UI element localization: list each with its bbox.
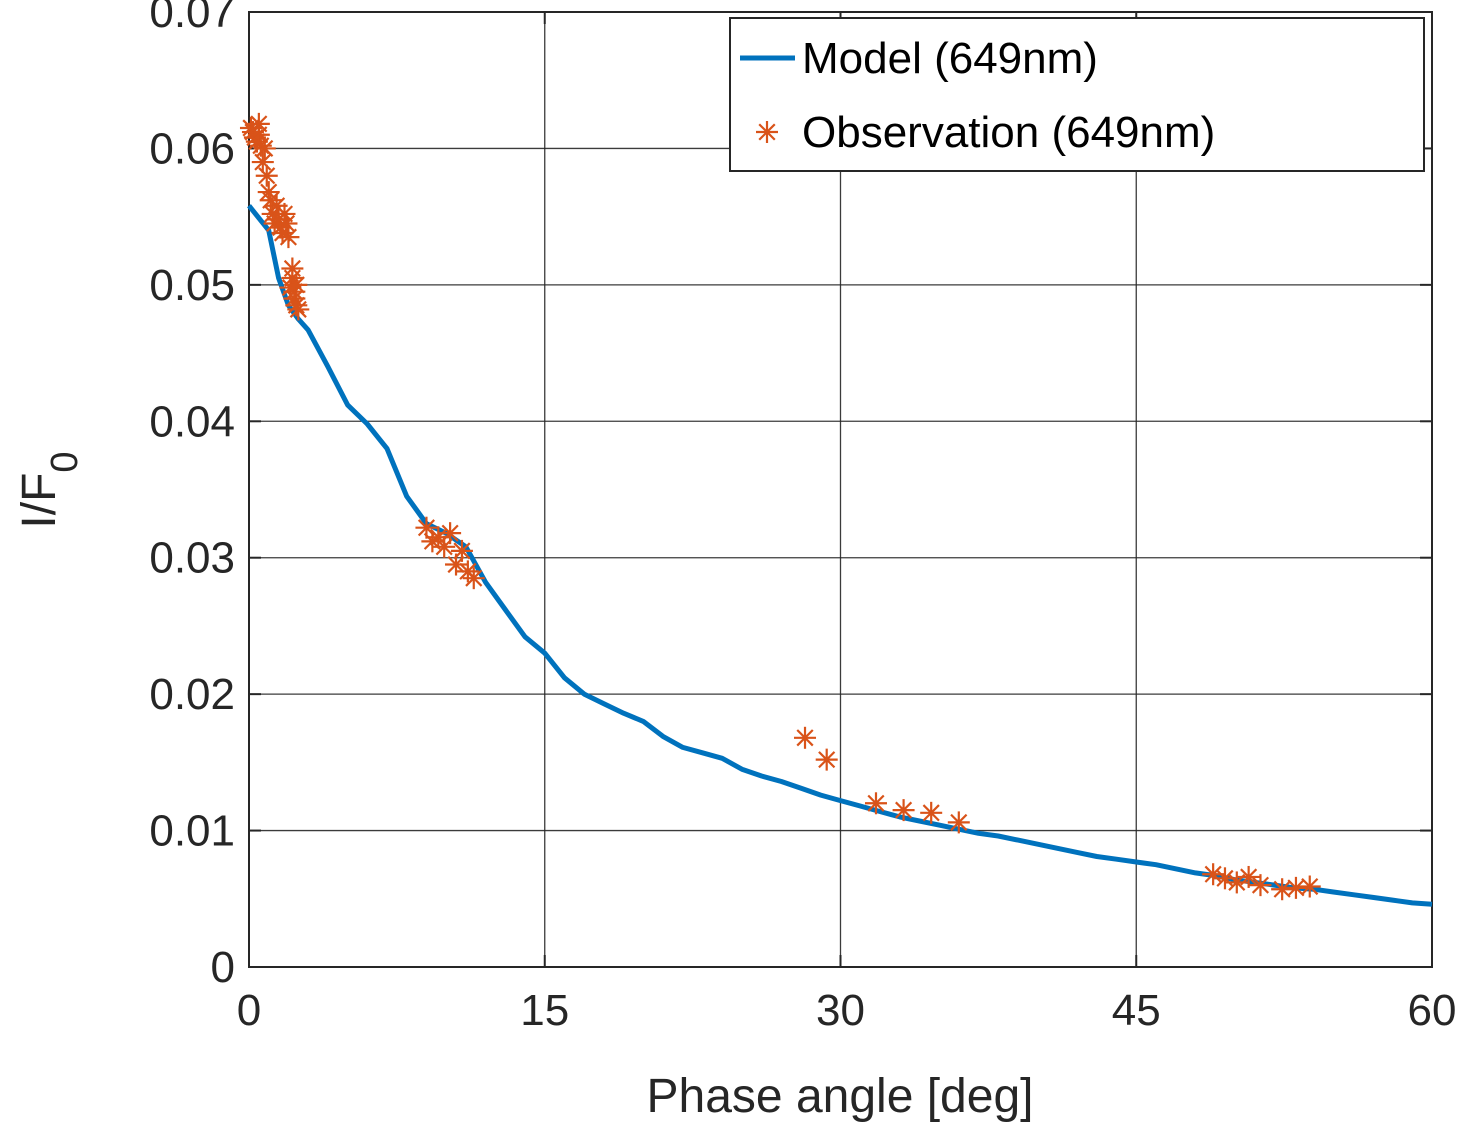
legend-observation-marker	[756, 121, 778, 143]
y-tick-labels: 0 0.01 0.02 0.03 0.04 0.05 0.06 0.07	[149, 0, 235, 992]
observation-point	[277, 226, 300, 249]
observation-point	[892, 799, 915, 822]
observation-point	[255, 164, 278, 187]
x-axis-label: Phase angle [deg]	[647, 1070, 1034, 1122]
svg-text:I/F0: I/F0	[13, 451, 86, 528]
data-series	[239, 112, 1433, 907]
observation-point	[1284, 876, 1307, 899]
x-tick-label: 45	[1112, 986, 1161, 1035]
legend-observation-asterisk	[756, 121, 778, 143]
y-tick-label: 0.03	[149, 534, 235, 583]
observation-point	[281, 257, 304, 280]
observation-point	[285, 294, 308, 317]
y-tick-label: 0.05	[149, 261, 235, 310]
y-tick-label: 0.02	[149, 670, 235, 719]
legend-model-label: Model (649nm)	[802, 34, 1098, 83]
y-axis-label-main: I/F	[13, 473, 66, 529]
observation-point	[439, 522, 462, 545]
x-tick-label: 60	[1408, 986, 1457, 1035]
observation-point	[920, 801, 943, 824]
observation-point	[257, 181, 280, 204]
y-tick-label: 0.07	[149, 0, 235, 37]
y-tick-label: 0	[211, 943, 235, 992]
observation-point	[1298, 875, 1321, 898]
legend-box	[729, 17, 1425, 172]
y-tick-label: 0.06	[149, 124, 235, 173]
observation-point	[253, 137, 276, 160]
observation-point	[864, 792, 887, 815]
x-tick-labels: 0 15 30 45 60	[237, 986, 1457, 1035]
legend-observation-label: Observation (649nm)	[802, 108, 1215, 157]
observation-point	[794, 726, 817, 749]
observation-point	[450, 539, 473, 562]
observation-point	[285, 273, 308, 296]
y-axis-label: I/F0	[13, 451, 86, 528]
observation-point	[1249, 874, 1272, 897]
legend: Model (649nm) Observation (649nm)	[729, 17, 1425, 172]
observation-point	[287, 298, 310, 321]
observation-point	[947, 811, 970, 834]
x-tick-label: 0	[237, 986, 261, 1035]
x-tick-label: 15	[520, 986, 569, 1035]
y-tick-label: 0.01	[149, 807, 235, 856]
observation-point	[275, 212, 298, 235]
observation-point	[271, 222, 294, 245]
observation-point	[462, 567, 485, 590]
observation-point	[251, 151, 274, 174]
x-tick-label: 30	[816, 986, 865, 1035]
y-tick-label: 0.04	[149, 397, 235, 446]
observation-point	[1271, 878, 1294, 901]
y-axis-label-subscript: 0	[44, 451, 86, 472]
observation-point	[815, 748, 838, 771]
observation-point	[1237, 865, 1260, 888]
